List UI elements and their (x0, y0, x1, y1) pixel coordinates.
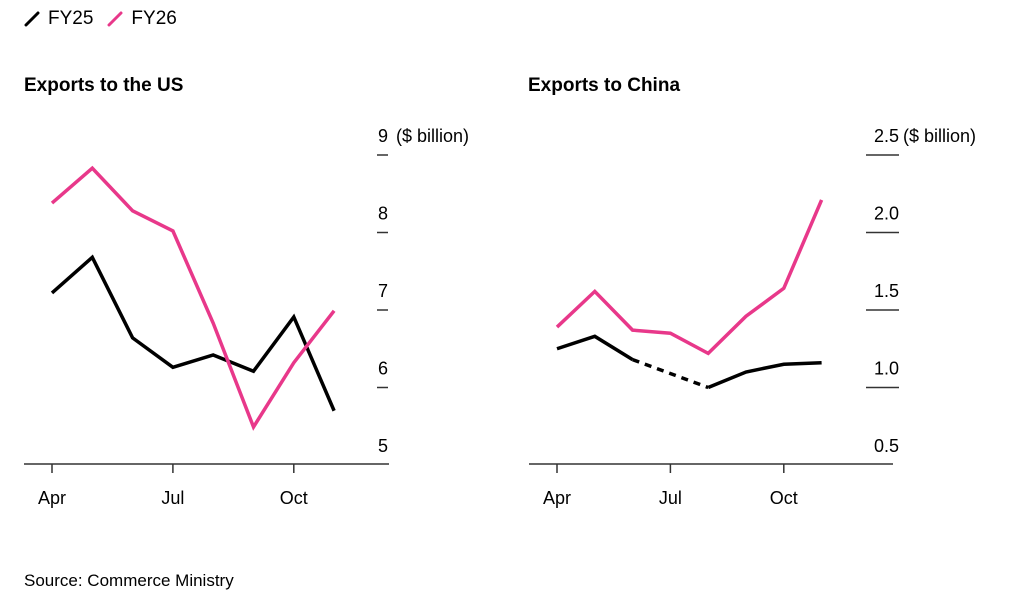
series-fy26-line (555, 199, 824, 356)
x-tick-label: Apr (543, 488, 571, 508)
y-tick-label: 2.0 (874, 204, 899, 224)
chart-china: 2.5 ($ billion) 2.0 1.5 1.0 0.5 Apr Jul Oct (529, 126, 976, 508)
series-fy25-line (50, 254, 336, 412)
series-fy25-line (556, 334, 634, 362)
x-tick-label: Jul (161, 488, 184, 508)
y-tick-label: 0.5 (874, 436, 899, 456)
y-tick-label: 7 (378, 281, 388, 301)
legend: FY25 FY26 (24, 8, 177, 30)
y-tick-label: 1.0 (874, 359, 899, 379)
legend-label-fy26: FY26 (131, 8, 177, 29)
chart-title-us: Exports to the US (24, 75, 184, 96)
x-tick-label: Oct (280, 488, 308, 508)
y-tick-label: 5 (378, 436, 388, 456)
source-note: Source: Commerce Ministry (24, 571, 234, 590)
y-tick-label: 8 (378, 204, 388, 224)
series-fy26-line (50, 165, 336, 431)
legend-label-fy25: FY25 (48, 8, 94, 29)
y-tick-label: 1.5 (874, 281, 899, 301)
y-tick-label: 6 (378, 359, 388, 379)
y-axis-unit: ($ billion) (903, 126, 976, 146)
x-tick-label: Jul (659, 488, 682, 508)
legend-item-fy26: FY26 (107, 8, 177, 30)
x-tick-label: Apr (38, 488, 66, 508)
series-fy25-gap-dashed (631, 357, 709, 390)
legend-swatch-fy25 (24, 11, 40, 27)
y-tick-label: 2.5 (874, 126, 899, 146)
legend-swatch-fy26 (107, 11, 123, 27)
chart-us: 9 ($ billion) 8 7 6 5 Apr Jul Oct (24, 126, 469, 508)
legend-item-fy25: FY25 (24, 8, 93, 30)
chart-title-china: Exports to China (528, 75, 681, 96)
y-tick-label: 9 (378, 126, 388, 146)
y-axis-unit: ($ billion) (396, 126, 469, 146)
x-tick-label: Oct (770, 488, 798, 508)
series-fy25-line (707, 360, 822, 390)
